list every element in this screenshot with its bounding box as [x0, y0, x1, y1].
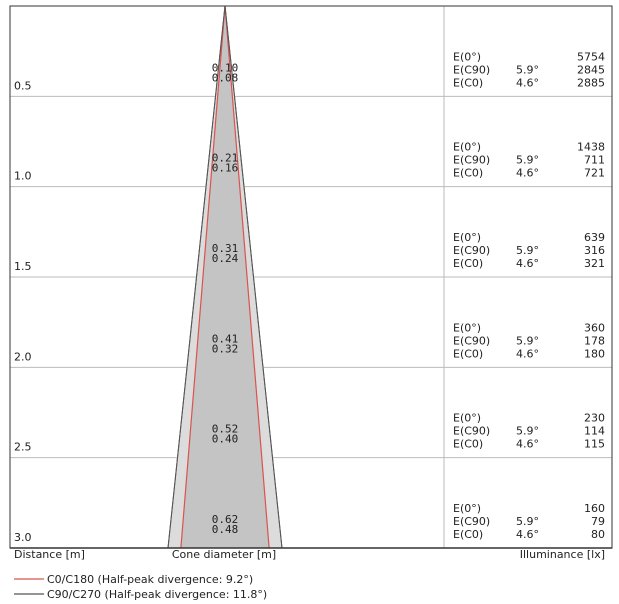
legend: C0/C180 (Half-peak divergence: 9.2°) C90… — [14, 573, 267, 601]
ec90-angle-0: 5.9° — [516, 63, 539, 76]
text-layer: 0.5 0.100.08 E(0°) 5754 E(C90) 5.9° 2845 E(C0) 4… — [14, 50, 605, 544]
cone-diameter-label: Cone diameter [m] — [172, 548, 276, 561]
e0-value-4: 230 — [584, 412, 605, 425]
illuminance-label: Illuminance [lx] — [520, 548, 605, 561]
ec90-value-2: 316 — [584, 244, 605, 257]
ec90-label-1: E(C90) — [453, 154, 490, 167]
ec90-value-4: 114 — [584, 425, 605, 438]
e0-value-3: 360 — [584, 321, 605, 334]
cone-diameter-c0-2: 0.31 — [212, 242, 239, 255]
legend-label-c90: C90/C270 (Half-peak divergence: 11.8°) — [47, 588, 267, 601]
ec90-label-4: E(C90) — [453, 425, 490, 438]
ec90-angle-1: 5.9° — [516, 154, 539, 167]
e0-label-0: E(0°) — [453, 50, 481, 63]
distance-label-0: 0.5 — [14, 79, 32, 92]
ec90-angle-3: 5.9° — [516, 334, 539, 347]
ec90-angle-5: 5.9° — [516, 515, 539, 528]
ec90-label-3: E(C90) — [453, 334, 490, 347]
e0-label-5: E(0°) — [453, 502, 481, 515]
cone-diameter-c0-5: 0.62 — [212, 513, 239, 526]
cone-diameter-c90-0: 0.08 — [212, 71, 239, 84]
e0-value-5: 160 — [584, 502, 605, 515]
distance-label-2: 1.5 — [14, 260, 32, 273]
e0-value-2: 639 — [584, 231, 605, 244]
ec90-angle-2: 5.9° — [516, 244, 539, 257]
ec90-angle-4: 5.9° — [516, 425, 539, 438]
ec90-value-0: 2845 — [577, 63, 605, 76]
e0-label-2: E(0°) — [453, 231, 481, 244]
ec90-label-0: E(C90) — [453, 63, 490, 76]
ec0-angle-0: 4.6° — [516, 76, 539, 89]
ec0-value-1: 721 — [584, 167, 605, 180]
frame-layer — [9, 5, 613, 549]
cone-diameter-c90-2: 0.24 — [212, 252, 239, 265]
ec0-value-3: 180 — [584, 347, 605, 360]
ec0-value-0: 2885 — [577, 76, 605, 89]
cone-diameter-c90-3: 0.32 — [212, 342, 239, 355]
e0-label-3: E(0°) — [453, 321, 481, 334]
cone-diameter-c0-1: 0.21 — [212, 152, 239, 165]
ec0-value-4: 115 — [584, 438, 605, 451]
e0-value-1: 1438 — [577, 141, 605, 154]
cone-diameter-c90-4: 0.40 — [212, 433, 239, 446]
e0-value-0: 5754 — [577, 50, 605, 63]
cone-diameter-c90-1: 0.16 — [212, 162, 239, 175]
ec90-value-3: 178 — [584, 334, 605, 347]
cone-diameter-c0-4: 0.52 — [212, 423, 239, 436]
cone-layer — [167, 5, 283, 549]
ec0-label-3: E(C0) — [453, 347, 483, 360]
ec0-angle-5: 4.6° — [516, 528, 539, 541]
distance-label-4: 2.5 — [14, 441, 32, 454]
ec0-angle-4: 4.6° — [516, 438, 539, 451]
ec0-label-5: E(C0) — [453, 528, 483, 541]
x-axis-distance-label: Distance [m] — [14, 548, 85, 561]
ec0-label-0: E(C0) — [453, 76, 483, 89]
distance-label-3: 2.0 — [14, 350, 32, 363]
inner-cone — [180, 6, 270, 548]
ec0-label-2: E(C0) — [453, 257, 483, 270]
red-line-left — [180, 5, 226, 549]
ec0-angle-1: 4.6° — [516, 167, 539, 180]
cone-diameter-c0-0: 0.10 — [212, 61, 239, 74]
ec0-angle-2: 4.6° — [516, 257, 539, 270]
ec0-label-4: E(C0) — [453, 438, 483, 451]
e0-label-4: E(0°) — [453, 412, 481, 425]
ec0-label-1: E(C0) — [453, 167, 483, 180]
distance-label-5: 3.0 — [14, 531, 32, 544]
red-line-right — [224, 5, 270, 549]
ec0-angle-3: 4.6° — [516, 347, 539, 360]
grey-line-left — [167, 5, 226, 549]
legend-label-c0: C0/C180 (Half-peak divergence: 9.2°) — [47, 573, 253, 586]
ec0-value-2: 321 — [584, 257, 605, 270]
cone-diameter-c0-3: 0.41 — [212, 332, 239, 345]
grid-layer — [10, 6, 612, 548]
ec90-label-2: E(C90) — [453, 244, 490, 257]
ec90-label-5: E(C90) — [453, 515, 490, 528]
ec90-value-1: 711 — [584, 154, 605, 167]
ec0-value-5: 80 — [591, 528, 605, 541]
grey-line-right — [224, 5, 283, 549]
ec90-value-5: 79 — [591, 515, 605, 528]
distance-label-1: 1.0 — [14, 170, 32, 183]
cone-diameter-c90-5: 0.48 — [212, 523, 239, 536]
e0-label-1: E(0°) — [453, 141, 481, 154]
